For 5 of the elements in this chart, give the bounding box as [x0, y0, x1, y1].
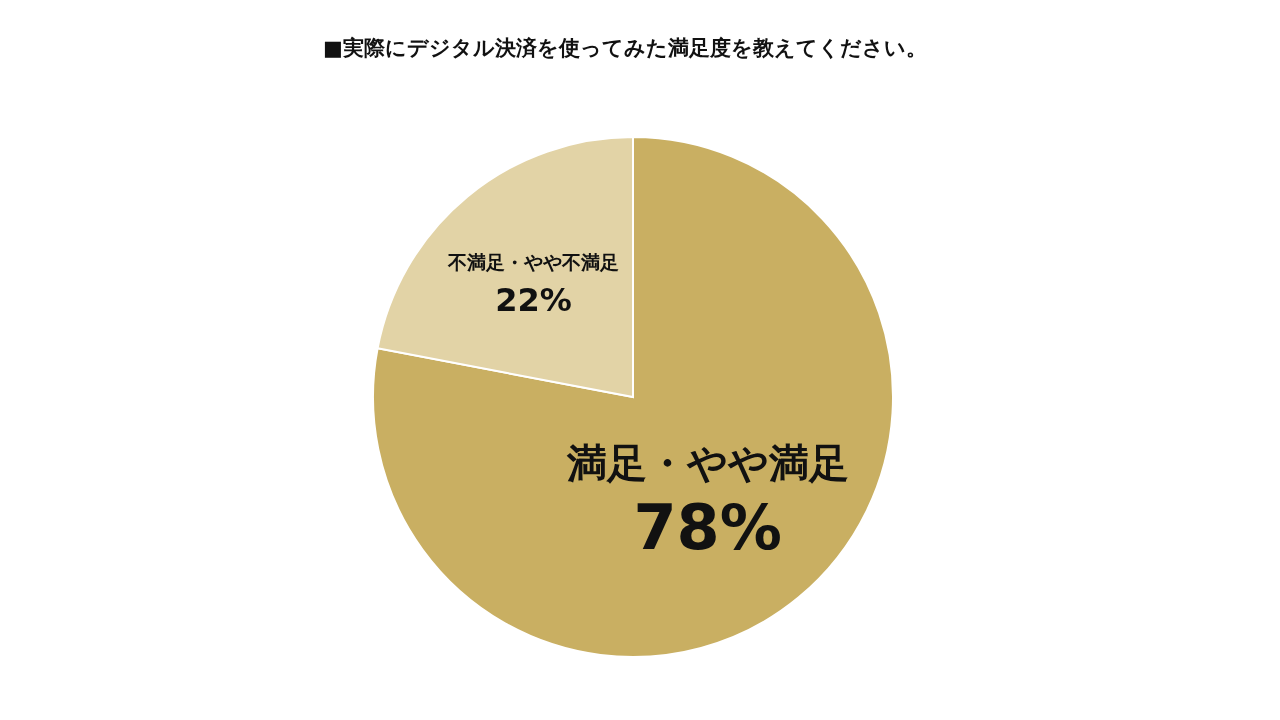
data-label: 22%	[495, 280, 572, 319]
slice-label: 満足・やや満足	[565, 440, 849, 487]
data-label: 78%	[633, 491, 782, 565]
slice-label: 不満足・やや不満足	[447, 250, 620, 273]
chart-title: ■実際にデジタル決済を使ってみた満足度を教えてください。	[323, 36, 927, 60]
